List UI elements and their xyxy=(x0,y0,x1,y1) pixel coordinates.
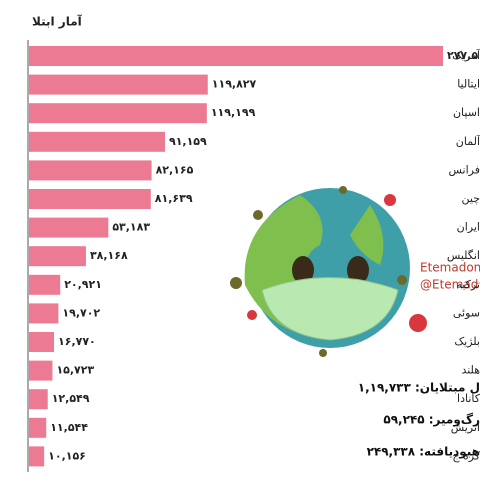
value-label: ۱۱,۵۴۴ xyxy=(50,421,88,434)
watermark: @Etemad xyxy=(420,278,478,292)
value-label: ۱۲,۵۴۹ xyxy=(52,392,90,405)
category-label: بلژیک xyxy=(454,335,480,348)
value-label: ۱۰,۱۵۶ xyxy=(48,449,86,462)
category-label: کره ج xyxy=(452,449,480,462)
category-label: ایتالیا xyxy=(457,78,480,91)
bar xyxy=(29,217,109,238)
category-label: ایران xyxy=(457,221,480,234)
bar xyxy=(29,360,53,381)
stat: هبودیافته: ۲۴۹,۳۳۸ xyxy=(367,445,480,460)
value-label: ۹۱,۱۵۹ xyxy=(169,135,207,148)
bar xyxy=(29,446,45,467)
watermark: Etemadon xyxy=(420,261,480,275)
value-label: ۱۵,۷۲۳ xyxy=(56,364,94,377)
value-label: ۱۱۹,۱۹۹ xyxy=(211,106,256,119)
bar xyxy=(29,189,151,209)
bar xyxy=(29,303,59,324)
bar xyxy=(29,274,61,295)
bar xyxy=(29,103,207,124)
category-label: هلند xyxy=(461,364,480,377)
value-label: ۲۷۷,۵ xyxy=(447,49,478,62)
value-label: ۲۰,۹۲۱ xyxy=(64,278,102,291)
value-label: ۱۶,۷۷۰ xyxy=(58,335,96,348)
value-label: ۳۸,۱۶۸ xyxy=(90,249,128,262)
bar xyxy=(29,160,152,181)
category-label: چین xyxy=(462,192,480,205)
chart-title: آمار ابتلا xyxy=(32,14,83,29)
category-label: فرانس xyxy=(449,163,480,176)
category-label: سوئی xyxy=(453,306,480,319)
illustration xyxy=(230,186,427,357)
category-label: اتریش xyxy=(451,421,480,434)
category-label: آلمان xyxy=(456,134,480,148)
bar xyxy=(29,46,443,66)
bar xyxy=(29,332,55,352)
value-label: ۸۲,۱۶۵ xyxy=(156,163,194,176)
bar xyxy=(29,131,165,152)
value-label: ۵۳,۱۸۳ xyxy=(112,221,150,234)
value-label: ۱۱۹,۸۲۷ xyxy=(212,78,257,91)
category-label: ترکیه xyxy=(456,278,480,291)
category-label: کانادا xyxy=(457,392,480,405)
stat: رگ‌ومیر: ۵۹,۲۴۵ xyxy=(383,412,480,428)
bar xyxy=(29,389,48,410)
bar xyxy=(29,74,208,95)
bar xyxy=(29,417,47,438)
value-label: ۸۱,۶۳۹ xyxy=(155,192,193,205)
category-label: اسپان xyxy=(453,106,480,119)
category-label: انگلیس xyxy=(447,249,480,262)
stat: ل مبتلایان: ۱,۱۹,۷۳۳ xyxy=(358,381,480,395)
value-label: ۱۹,۷۰۲ xyxy=(62,306,100,319)
category-label: آمریک xyxy=(452,48,480,62)
bar xyxy=(29,246,86,267)
